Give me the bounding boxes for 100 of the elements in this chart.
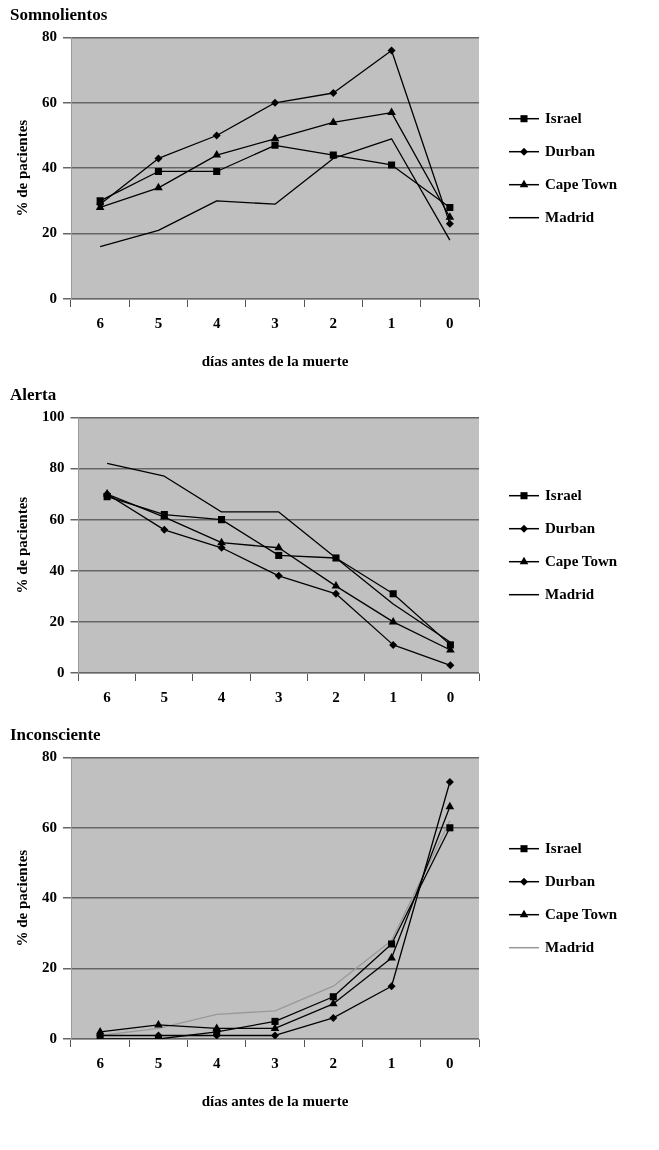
point [388, 940, 396, 948]
point [387, 46, 396, 55]
x-axis-title: días antes de la muerte [201, 352, 349, 369]
chart-title: Inconsciente [10, 724, 102, 744]
x-tick-label: 1 [389, 688, 397, 705]
point [446, 203, 454, 211]
y-axis-title: % de pacientes [13, 496, 30, 594]
x-tick-label: 2 [329, 1054, 338, 1071]
x-tick-label: 3 [275, 688, 283, 705]
y-tick-label: 0 [57, 663, 65, 680]
point [332, 554, 340, 562]
legend-label: Madrid [545, 938, 595, 955]
x-tick-label: 5 [154, 1054, 163, 1071]
point [328, 117, 338, 125]
x-tick-label: 2 [332, 688, 340, 705]
point [270, 133, 280, 142]
point [271, 141, 279, 149]
x-tick-label: 4 [217, 688, 226, 705]
x-tick-label: 6 [103, 688, 112, 705]
x-axis-title: días antes de la muerte [201, 1092, 349, 1109]
y-axis-title: % de pacientes [13, 849, 30, 947]
point [389, 590, 397, 598]
point [387, 107, 396, 116]
y-tick-label: 20 [42, 959, 57, 976]
x-tick-label: 0 [446, 314, 454, 331]
point [388, 616, 398, 625]
point [212, 150, 222, 158]
x-tick-label: 0 [446, 688, 455, 705]
chart-title: Somnolientos [10, 4, 108, 24]
x-tick-label: 0 [446, 1054, 454, 1071]
point [329, 88, 338, 97]
point [271, 98, 279, 107]
point [275, 551, 283, 559]
legend-label: Cape Town [545, 552, 618, 569]
legend-label: Cape Town [545, 175, 618, 192]
point [154, 167, 162, 176]
legend-label: Israel [545, 839, 582, 856]
y-tick-label: 0 [49, 1029, 57, 1046]
point [213, 167, 221, 176]
x-tick-label: 4 [212, 314, 221, 331]
y-tick-label: 60 [42, 818, 57, 835]
x-tick-label: 3 [271, 314, 279, 331]
point [96, 197, 104, 205]
y-tick-label: 60 [49, 510, 65, 527]
y-tick-label: 20 [42, 224, 57, 241]
y-tick-label: 40 [42, 159, 57, 176]
point [271, 1031, 279, 1039]
point [331, 581, 341, 589]
x-tick-label: 1 [387, 314, 396, 331]
y-tick-label: 0 [49, 289, 57, 306]
legend-label: Durban [545, 519, 596, 536]
point [445, 801, 455, 810]
point [389, 640, 398, 649]
point [329, 993, 337, 1001]
x-tick-label: 5 [160, 688, 169, 705]
chart-title: Alerta [10, 384, 57, 404]
legend-label: Durban [545, 142, 596, 159]
point [445, 219, 454, 228]
point [445, 212, 455, 220]
point [388, 161, 396, 169]
legend-label: Israel [545, 486, 582, 503]
legend-label: Israel [545, 109, 582, 126]
y-tick-label: 80 [42, 748, 57, 765]
point [445, 778, 454, 787]
x-tick-label: 2 [329, 314, 338, 331]
point [387, 982, 396, 991]
point [331, 589, 340, 598]
x-tick-label: 5 [154, 314, 163, 331]
point [154, 154, 163, 163]
point [274, 542, 284, 551]
point [218, 516, 226, 524]
y-tick-label: 100 [42, 408, 65, 425]
point [212, 131, 221, 140]
x-tick-label: 4 [212, 1054, 221, 1071]
y-tick-label: 40 [49, 561, 65, 578]
point [160, 525, 169, 534]
y-tick-label: 40 [42, 889, 57, 906]
point [446, 661, 455, 670]
point [387, 953, 396, 961]
point [446, 641, 454, 649]
point [274, 571, 283, 580]
point [270, 1023, 280, 1031]
y-tick-label: 60 [42, 93, 57, 110]
x-tick-label: 6 [96, 1054, 105, 1071]
legend-label: Madrid [545, 208, 595, 225]
legend-label: Madrid [545, 585, 595, 602]
point [329, 151, 337, 159]
legend-label: Durban [545, 872, 596, 889]
point [154, 182, 163, 191]
y-tick-label: 80 [49, 459, 65, 476]
x-tick-label: 6 [96, 314, 105, 331]
y-tick-label: 20 [49, 612, 65, 629]
point [217, 537, 226, 546]
x-tick-label: 3 [271, 1054, 279, 1071]
y-tick-label: 80 [42, 28, 57, 45]
legend-label: Cape Town [545, 905, 618, 922]
point [271, 1017, 279, 1025]
point [446, 824, 454, 832]
point [329, 1013, 338, 1022]
y-axis-title: % de pacientes [13, 119, 30, 217]
